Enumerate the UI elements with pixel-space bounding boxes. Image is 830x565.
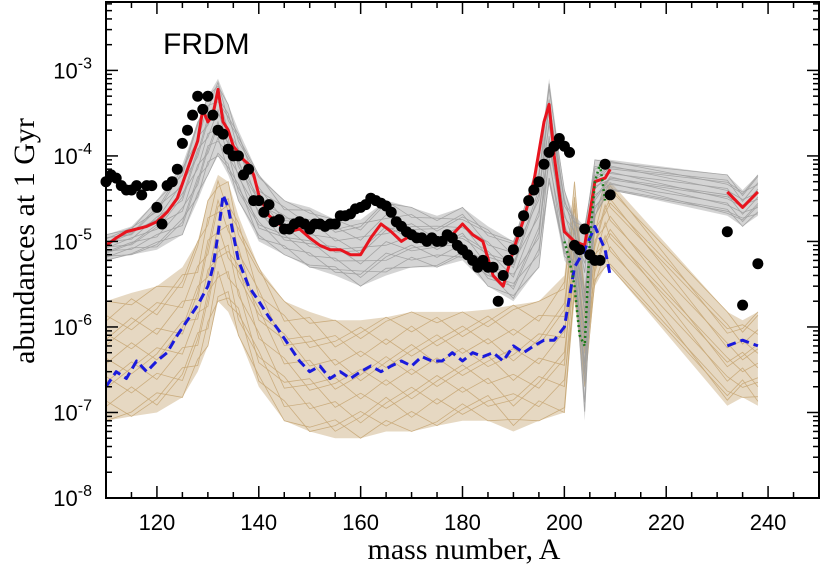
solar-point	[156, 218, 168, 230]
x-tick-label: 140	[240, 510, 277, 535]
x-tick-label: 120	[139, 510, 176, 535]
solar-point	[136, 189, 148, 201]
solar-point	[171, 163, 183, 175]
solar-point	[329, 218, 341, 230]
solar-point	[217, 128, 229, 140]
gray-band-line	[105, 108, 759, 294]
solar-point	[502, 254, 514, 266]
solar-point	[176, 137, 188, 149]
y-axis-title: abundances at 1 Gyr	[8, 118, 41, 364]
solar-point	[574, 244, 586, 256]
x-tick-label: 180	[444, 510, 481, 535]
solar-point	[518, 210, 530, 222]
series-red-solid-1	[726, 190, 759, 209]
solar-point	[131, 180, 143, 192]
solar-point	[151, 201, 163, 213]
solar-point	[523, 195, 535, 207]
solar-point	[737, 299, 749, 311]
solar-point	[599, 158, 611, 170]
y-tick-labels: 10-8 10-7 10-6 10-5 10-4 10-3	[53, 55, 92, 511]
solar-point	[263, 199, 275, 211]
solar-abundance-points	[100, 90, 764, 311]
solar-point	[166, 176, 178, 188]
panel-label: FRDM	[163, 28, 250, 61]
solar-point	[492, 295, 504, 307]
y-tick-label: 10-4	[53, 141, 92, 169]
x-tick-labels: 120 140 160 180 200 220 240	[139, 510, 787, 535]
solar-point	[197, 103, 209, 115]
solar-point	[487, 261, 499, 273]
solar-point	[528, 184, 540, 196]
axis-ticks	[105, 2, 820, 499]
y-tick-label: 10-7	[53, 397, 92, 425]
solar-point	[273, 214, 285, 226]
series-blue-dashed-2	[104, 193, 612, 388]
solar-point	[182, 124, 193, 136]
solar-point	[564, 146, 575, 158]
gray-band-area	[106, 78, 758, 421]
x-tick-label: 160	[342, 510, 379, 535]
solar-point	[207, 109, 219, 121]
y-tick-label: 10-8	[53, 483, 92, 511]
tan-band-line	[105, 203, 759, 382]
x-tick-label: 240	[750, 510, 787, 535]
solar-point	[752, 258, 764, 270]
solar-point	[385, 206, 397, 218]
solar-point	[497, 270, 509, 281]
x-tick-label: 220	[648, 510, 685, 535]
x-axis-title: mass number, A	[368, 533, 561, 565]
y-tick-label: 10-5	[53, 226, 92, 254]
solar-point	[243, 163, 255, 175]
solar-point	[253, 195, 265, 207]
solar-point	[187, 109, 199, 121]
y-tick-label: 10-6	[53, 312, 92, 340]
series-blue-dashed-3	[726, 338, 759, 348]
solar-point	[721, 226, 733, 238]
solar-point	[232, 150, 244, 162]
x-tick-label: 200	[546, 510, 583, 535]
y-tick-label: 10-3	[53, 55, 92, 83]
solar-point	[594, 254, 606, 266]
solar-point	[604, 189, 616, 201]
solar-point	[202, 90, 214, 102]
solar-point	[146, 180, 158, 192]
solar-point	[507, 244, 519, 256]
solar-point	[538, 158, 550, 170]
gray-band-line	[105, 140, 759, 373]
solar-point	[192, 90, 204, 102]
solar-point	[513, 226, 524, 238]
solar-point	[579, 223, 591, 235]
solar-point	[533, 176, 545, 188]
